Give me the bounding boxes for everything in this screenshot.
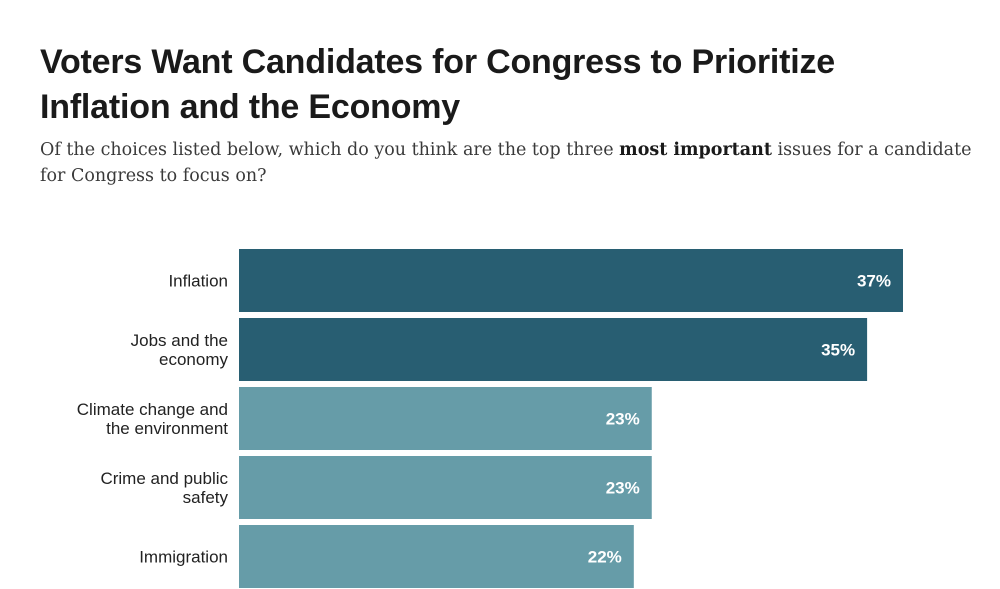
subtitle-text-end: issues for a candidate for Congress to f…	[40, 140, 972, 186]
bar-value-label: 35%	[821, 341, 855, 360]
bar-value-label: 23%	[606, 479, 640, 498]
chart-subtitle: Of the choices listed below, which do yo…	[40, 137, 980, 189]
category-label: Jobs and the	[131, 331, 228, 350]
subtitle-emphasis: most important	[619, 140, 772, 160]
bar-group: 22% Immigration	[139, 525, 634, 588]
bar	[239, 525, 634, 588]
category-label: safety	[183, 488, 229, 507]
bar	[239, 249, 903, 312]
bar-group: 37% Inflation	[168, 249, 903, 312]
chart-title: Voters Want Candidates for Congress to P…	[40, 43, 835, 126]
bar	[239, 387, 652, 450]
bar-value-label: 22%	[588, 548, 622, 567]
subtitle-text-start: Of the choices listed below, which do yo…	[40, 140, 620, 160]
category-label: Immigration	[139, 548, 228, 567]
category-label: Crime and public	[100, 469, 228, 488]
bar-value-label: 37%	[857, 272, 891, 291]
category-label: Climate change and	[77, 400, 228, 419]
bar-value-label: 23%	[606, 410, 640, 429]
bar	[239, 456, 652, 519]
category-label: economy	[159, 350, 228, 369]
category-label: the environment	[106, 419, 228, 438]
category-label: Inflation	[168, 272, 228, 291]
bar	[239, 318, 868, 381]
